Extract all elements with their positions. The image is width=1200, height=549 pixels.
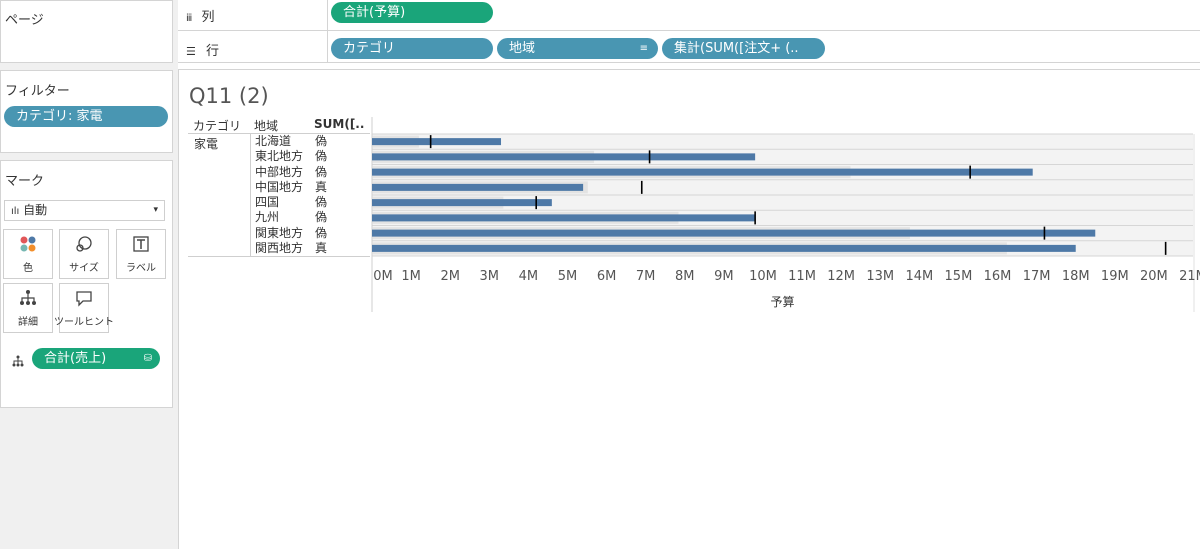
x-tick-label: 9M (714, 269, 734, 284)
row-region-label: 四国 (255, 195, 280, 209)
rows-icon: ☰ (186, 45, 196, 58)
row-region-label: 中国地方 (255, 179, 304, 194)
detail-field-icon (12, 352, 24, 371)
row-region-label: 東北地方 (255, 149, 304, 164)
shelf-divider (327, 0, 328, 63)
marks-title: マーク (5, 174, 45, 189)
header-region: 地域 (254, 119, 279, 133)
rows-pill-aggregate[interactable]: 集計(SUM([注文+ (.. (662, 38, 825, 59)
columns-pill-budget[interactable]: 合計(予算) (331, 2, 493, 23)
mark-size-label: サイズ (69, 263, 99, 274)
view-title: Q11 (2) (189, 84, 269, 108)
filters-title: フィルター (5, 84, 70, 99)
row-flag-label: 真 (315, 179, 328, 194)
chart: 0M 1M 2M 3M 4M 5M 6M 7M 8M 9M 10M 11M 12M 13M 14M 15M 16… (371, 117, 1200, 312)
x-axis-title: 予算 (770, 294, 794, 309)
header-category: カテゴリ (193, 119, 242, 133)
rows-shelf-label: ☰ 行 (186, 40, 219, 59)
row-flag-label: 偽 (315, 149, 328, 164)
mark-label-label: ラベル (126, 263, 156, 274)
x-tick-label: 17M (1023, 269, 1051, 284)
rows-pill-region-label: 地域 (509, 41, 536, 56)
columns-icon: iii (186, 13, 192, 24)
filters-card: フィルター カテゴリ: 家電 (0, 70, 173, 153)
columns-shelf-label: iii 列 (186, 6, 215, 25)
row-region-label: 中部地方 (255, 164, 304, 179)
header-flag: SUM([.. (314, 117, 365, 131)
rows-label-text: 行 (206, 44, 220, 59)
row-region-label: 九州 (255, 210, 280, 225)
bar-mark-icon: ılı (11, 206, 20, 217)
mark-field-pill-sales[interactable]: 合計(売上) ⛁ (32, 348, 160, 369)
tooltip-icon (75, 289, 93, 307)
label-icon (132, 235, 150, 253)
mark-tooltip-label: ツールヒント (54, 317, 114, 328)
row-flag-label: 偽 (315, 164, 328, 179)
x-tick-label: 11M (788, 269, 816, 284)
row-flag-label: 偽 (315, 195, 328, 209)
bar (372, 168, 1033, 176)
row-flag-label: 偽 (315, 210, 328, 225)
database-icon: ⛁ (143, 353, 152, 364)
x-tick-label: 18M (1062, 269, 1090, 284)
region-divider (250, 134, 251, 256)
mark-size-button[interactable]: サイズ (59, 229, 109, 279)
x-tick-label: 1M (401, 269, 421, 284)
columns-label-text: 列 (201, 10, 215, 25)
bar (372, 183, 584, 191)
color-dots-icon (19, 235, 37, 253)
x-tick-label: 15M (945, 269, 973, 284)
size-icon (75, 235, 93, 253)
header-line (188, 133, 370, 134)
x-tick-label: 4M (519, 269, 539, 284)
pages-title: ページ (5, 13, 44, 28)
row-region-label: 北海道 (255, 134, 292, 148)
bar (372, 214, 756, 222)
x-tick-label: 21M (1179, 269, 1200, 284)
x-tick-label: 2M (440, 269, 460, 284)
x-tick-label: 6M (597, 269, 617, 284)
x-tick-label: 7M (636, 269, 656, 284)
rows-pill-region[interactable]: 地域 ≡ (497, 38, 658, 59)
x-tick-label: 10M (749, 269, 777, 284)
x-tick-label: 16M (984, 269, 1012, 284)
table-bottom-line (188, 256, 370, 257)
chevron-down-icon: ▾ (153, 205, 158, 215)
sort-icon: ≡ (639, 43, 648, 54)
category-cell: 家電 (194, 137, 219, 151)
mark-type-value: 自動 (23, 203, 48, 217)
mark-type-dropdown[interactable]: ılı 自動 ▾ (4, 200, 165, 221)
row-flag-label: 偽 (315, 225, 328, 240)
bar (372, 229, 1096, 237)
rows-pill-category[interactable]: カテゴリ (331, 38, 493, 59)
bar (372, 199, 552, 207)
filter-pill-category[interactable]: カテゴリ: 家電 (4, 106, 168, 127)
x-tick-label: 0M (373, 269, 393, 284)
x-tick-label: 12M (827, 269, 855, 284)
bar (372, 244, 1076, 252)
bar (372, 153, 756, 161)
row-region-label: 関西地方 (255, 240, 304, 255)
pages-card: ページ (0, 0, 173, 63)
detail-icon (19, 289, 37, 307)
x-tick-label: 8M (675, 269, 695, 284)
x-tick-label: 19M (1101, 269, 1129, 284)
mark-detail-label: 詳細 (18, 317, 38, 328)
row-flag-label: 真 (315, 240, 328, 255)
row-flag-label: 偽 (315, 134, 328, 148)
mark-tooltip-button[interactable]: ツールヒント (54, 283, 114, 333)
x-tick-label: 14M (905, 269, 933, 284)
mark-field-pill-label: 合計(売上) (44, 351, 107, 366)
row-region-label: 関東地方 (255, 225, 304, 240)
bar (372, 138, 502, 146)
mark-label-button[interactable]: ラベル (116, 229, 166, 279)
mark-color-label: 色 (23, 263, 33, 274)
x-tick-label: 5M (558, 269, 578, 284)
x-tick-label: 3M (480, 269, 500, 284)
mark-detail-button[interactable]: 詳細 (3, 283, 53, 333)
mark-color-button[interactable]: 色 (3, 229, 53, 279)
x-tick-label: 13M (866, 269, 894, 284)
x-tick-label: 20M (1140, 269, 1168, 284)
